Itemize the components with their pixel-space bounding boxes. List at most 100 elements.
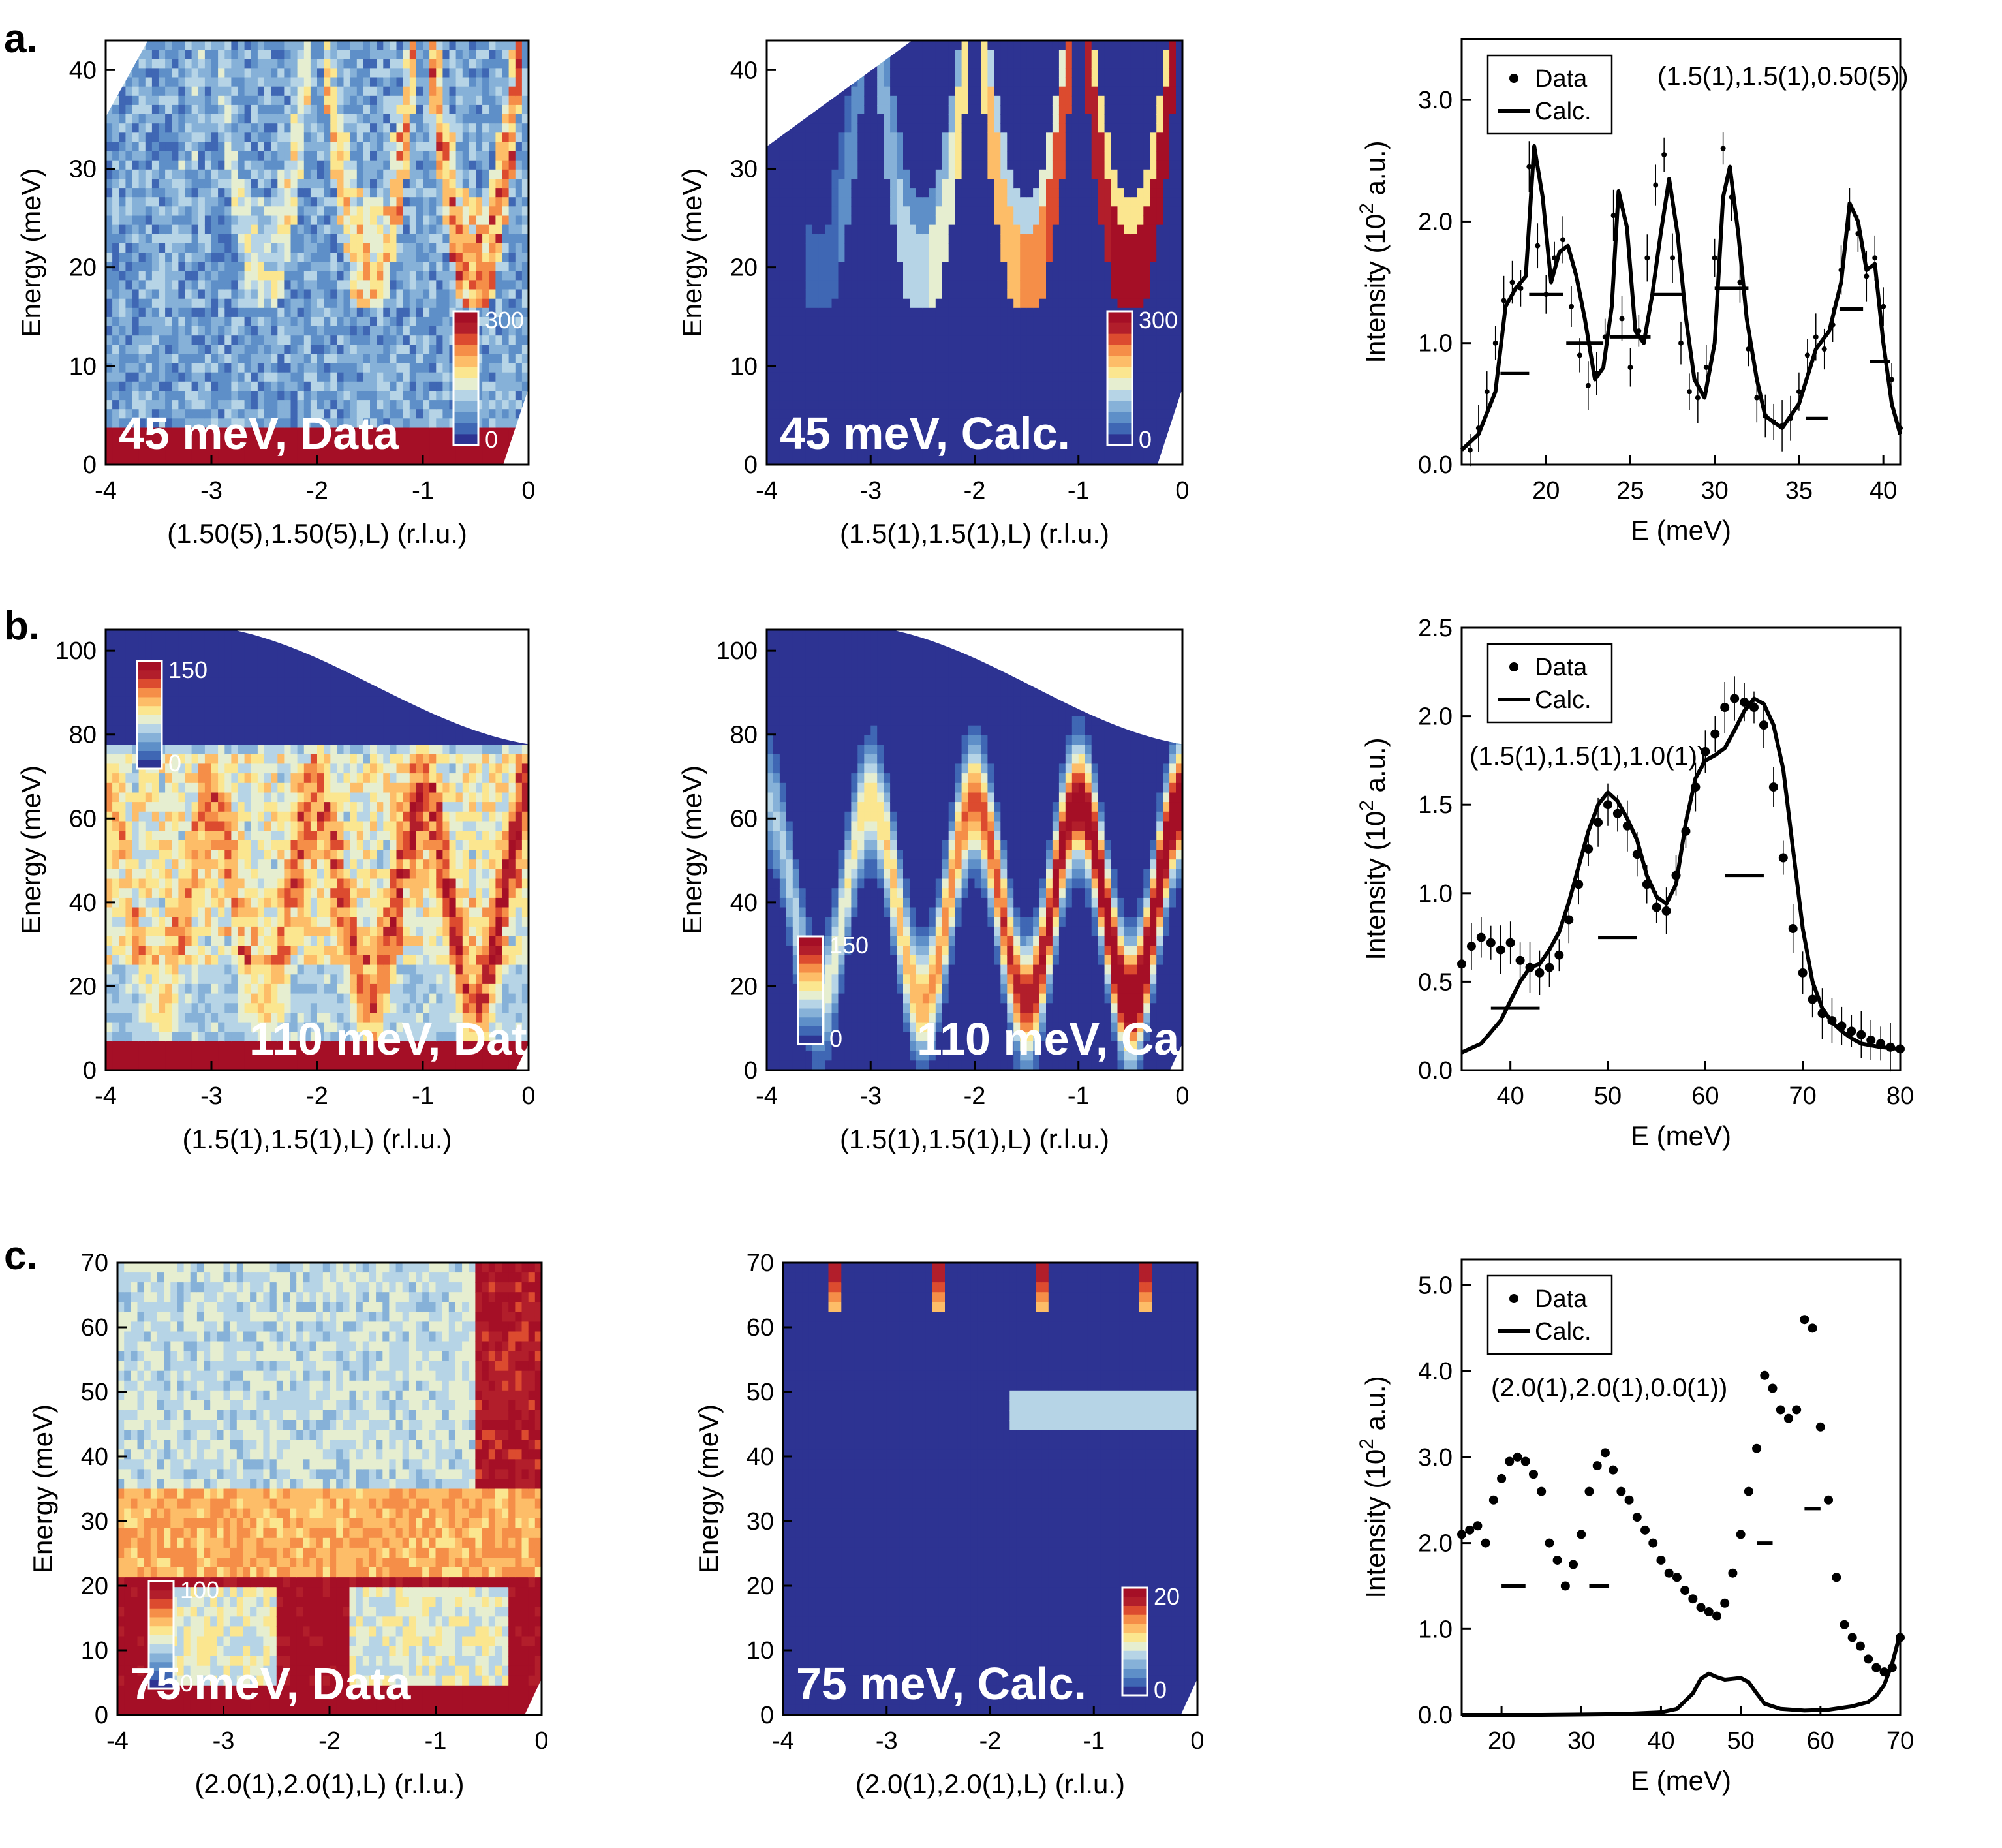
heatmap-cell	[799, 234, 807, 244]
heatmap-cell	[455, 123, 463, 134]
heatmap-cell	[383, 253, 391, 262]
heatmap-cell	[974, 206, 982, 217]
heatmap-cell	[442, 104, 450, 115]
heatmap-cell	[1007, 280, 1015, 290]
heatmap-cell	[264, 271, 271, 281]
heatmap-cell	[423, 160, 430, 170]
heatmap-cell	[317, 280, 324, 290]
heatmap-cell	[994, 50, 1002, 59]
heatmap-cell	[409, 409, 417, 420]
heatmap-cell	[324, 335, 331, 346]
heatmap-cell	[191, 132, 199, 143]
heatmap-cell	[812, 234, 820, 244]
heatmap-cell	[825, 298, 833, 309]
heatmap-cell	[409, 280, 417, 290]
heatmap-cell	[1007, 123, 1015, 134]
heatmap-cell	[1007, 104, 1015, 115]
heatmap-cell	[779, 271, 787, 281]
heatmap-cell	[910, 391, 917, 401]
heatmap-cell	[812, 206, 820, 217]
heatmap-cell	[1033, 400, 1040, 410]
heatmap-cell	[974, 280, 982, 290]
heatmap-cell	[489, 381, 497, 392]
heatmap-cell	[462, 446, 470, 456]
heatmap-cell	[870, 427, 878, 438]
heatmap-cell	[383, 169, 391, 179]
heatmap-cell	[884, 280, 891, 290]
heatmap-cell	[987, 50, 995, 59]
heatmap-cell	[416, 409, 424, 420]
heatmap-cell	[974, 59, 982, 69]
heatmap-cell	[1007, 262, 1015, 271]
heatmap-cell	[132, 437, 140, 447]
heatmap-cell	[935, 169, 943, 179]
heatmap-cell	[877, 427, 884, 438]
heatmap-cell	[191, 326, 199, 336]
heatmap-cell	[1013, 455, 1021, 465]
heatmap-cell	[251, 197, 258, 208]
heatmap-cell	[929, 160, 936, 170]
heatmap-cell	[489, 427, 497, 438]
heatmap-cell	[455, 271, 463, 281]
heatmap-cell	[838, 132, 846, 143]
heatmap-cell	[271, 409, 278, 420]
heatmap-cell	[508, 418, 516, 429]
heatmap-cell	[159, 437, 166, 447]
heatmap-cell	[515, 298, 523, 309]
heatmap-cell	[290, 262, 298, 271]
heatmap-cell	[825, 400, 833, 410]
heatmap-cell	[125, 437, 133, 447]
heatmap-cell	[1046, 179, 1053, 189]
heatmap-cell	[436, 179, 444, 189]
heatmap-cell	[303, 289, 311, 300]
heatmap-cell	[363, 345, 371, 355]
heatmap-cell	[310, 455, 318, 465]
heatmap-cell	[151, 206, 159, 217]
heatmap-cell	[343, 234, 351, 244]
heatmap-cell	[231, 354, 239, 364]
heatmap-cell	[165, 381, 172, 392]
heatmap-cell	[251, 95, 258, 106]
heatmap-cell	[403, 50, 410, 59]
heatmap-cell	[948, 446, 956, 456]
heatmap-cell	[284, 262, 292, 271]
heatmap-cell	[884, 234, 891, 244]
heatmap-cell	[1046, 40, 1053, 50]
heatmap-cell	[508, 179, 516, 189]
heatmap-cell	[1013, 169, 1021, 179]
heatmap-cell	[383, 455, 391, 465]
heatmap-cell	[935, 114, 943, 124]
heatmap-cell	[409, 253, 417, 262]
heatmap-cell	[987, 160, 995, 170]
heatmap-cell	[350, 40, 358, 50]
heatmap-cell	[172, 234, 179, 244]
heatmap-cell	[981, 345, 989, 355]
heatmap-cell	[185, 381, 192, 392]
heatmap-cell	[145, 95, 153, 106]
heatmap-cell	[238, 104, 245, 115]
heatmap-cell	[974, 289, 982, 300]
heatmap-cell	[961, 215, 969, 226]
heatmap-cell	[968, 271, 976, 281]
heatmap-cell	[469, 59, 476, 69]
heatmap-cell	[284, 354, 292, 364]
heatmap-cell	[955, 224, 962, 235]
heatmap-cell	[159, 95, 166, 106]
heatmap-cell	[942, 114, 949, 124]
heatmap-cell	[231, 40, 239, 50]
heatmap-cell	[792, 409, 800, 420]
x-tick-label: -1	[412, 477, 434, 504]
heatmap-cell	[489, 234, 497, 244]
heatmap-cell	[204, 262, 212, 271]
heatmap-cell	[476, 77, 483, 87]
heatmap-cell	[476, 68, 483, 78]
heatmap-cell	[290, 197, 298, 208]
heatmap-cell	[489, 224, 497, 235]
heatmap-cell	[297, 381, 305, 392]
heatmap-cell	[767, 243, 774, 253]
heatmap-cell	[442, 142, 450, 152]
heatmap-cell	[271, 427, 278, 438]
heatmap-cell	[1020, 391, 1027, 401]
heatmap-cell	[942, 95, 949, 106]
heatmap-cell	[805, 215, 813, 226]
